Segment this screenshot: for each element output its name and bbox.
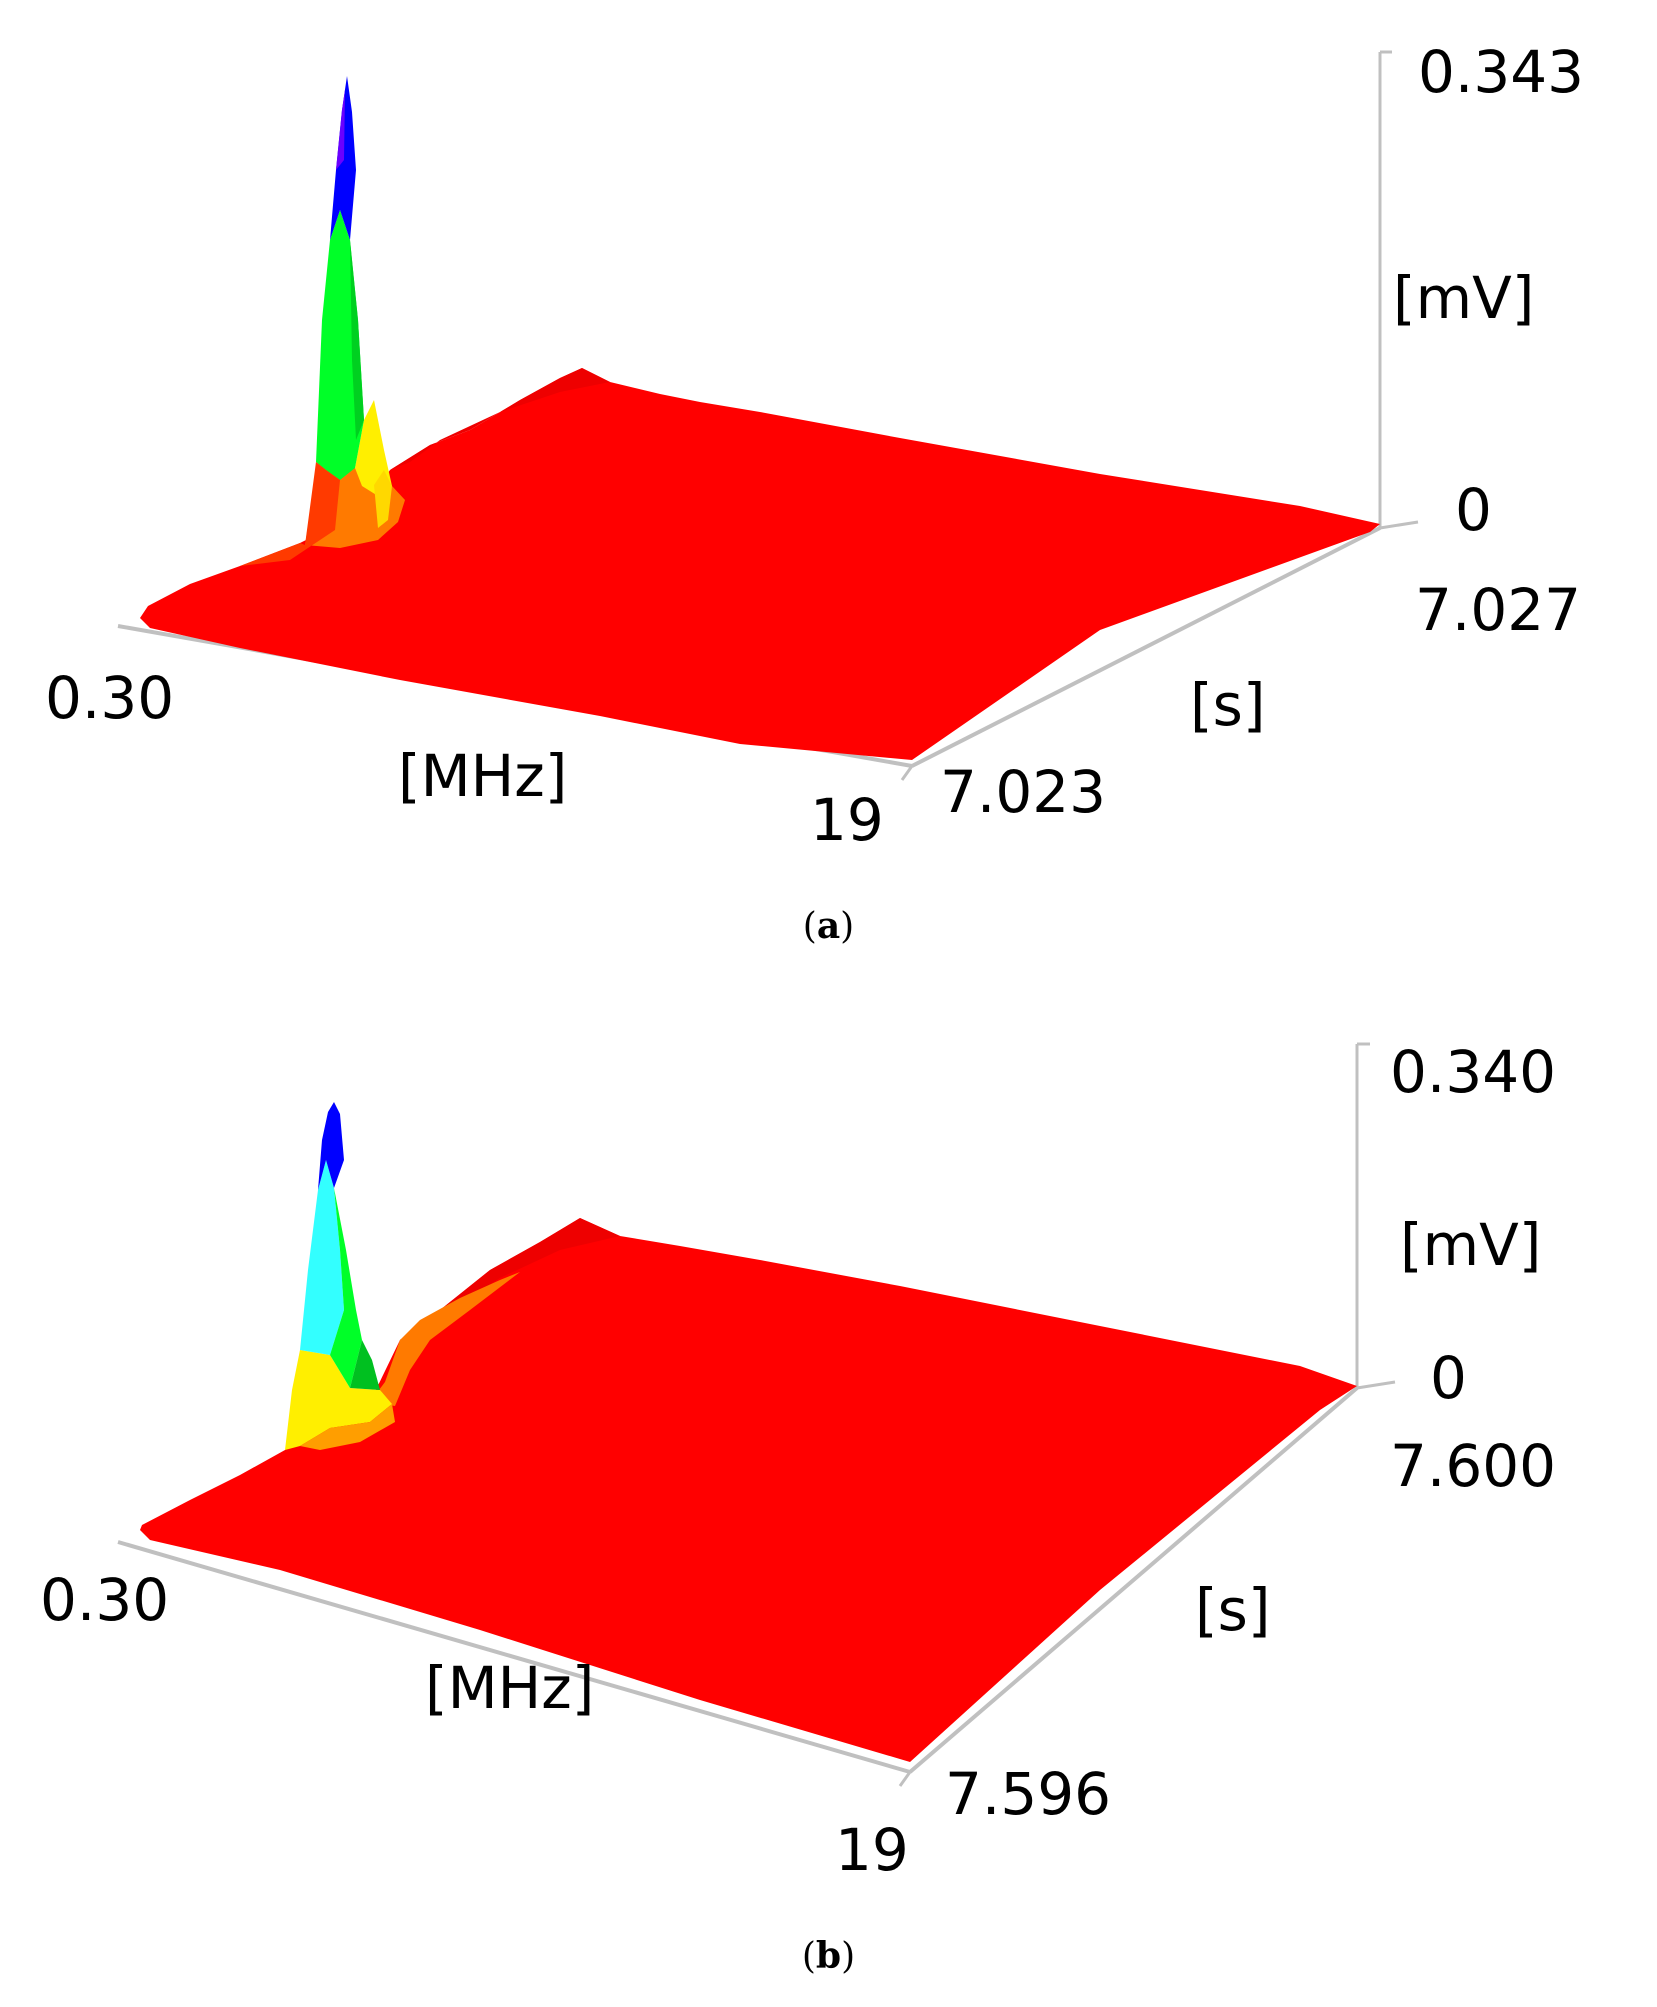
y-axis-label-b: [s] <box>1195 1576 1270 1644</box>
axes-b <box>117 1042 1396 1787</box>
y-axis-label-a: [s] <box>1190 671 1265 739</box>
z-axis-tick-bottom-b <box>1356 1380 1396 1390</box>
z-tick-top-a: 0.343 <box>1418 38 1584 106</box>
x-tick-right-b: 19 <box>835 1816 909 1884</box>
surface-plot-a-svg: 0.343 [mV] 0 7.027 [s] 7.023 0.30 [MHz] … <box>45 38 1584 854</box>
z-axis-tick-bottom-a <box>1379 520 1419 530</box>
z-tick-top-b: 0.340 <box>1390 1038 1556 1106</box>
peak-green-b <box>330 1188 362 1388</box>
x-axis-tick-end-b <box>898 1771 912 1787</box>
surface-plot-b: 0.340 [mV] 0 7.600 [s] 7.596 0.30 [MHz] … <box>0 1010 1657 1977</box>
x-tick-left-a: 0.30 <box>45 664 174 732</box>
y-axis-line-b <box>908 1386 1359 1774</box>
y-axis-line-a <box>911 526 1381 768</box>
z-tick-bottom-b: 0 <box>1430 1344 1467 1412</box>
x-tick-right-a: 19 <box>810 786 884 854</box>
caption-b-letter: b <box>815 1935 842 1977</box>
peak-left-flank-a <box>240 462 340 566</box>
x-tick-left-b: 0.30 <box>40 1566 169 1634</box>
z-axis-label-a: [mV] <box>1393 264 1534 332</box>
peak-yellow-b <box>285 1350 392 1450</box>
peak-orange-b <box>300 1404 395 1450</box>
surface-plot-b-svg: 0.340 [mV] 0 7.600 [s] 7.596 0.30 [MHz] … <box>40 1038 1556 1884</box>
surface-base-b <box>140 1218 1357 1762</box>
z-axis-label-b: [mV] <box>1400 1211 1541 1279</box>
y-tick-top-a: 7.027 <box>1415 576 1581 644</box>
y-tick-bottom-b: 7.596 <box>945 1760 1111 1828</box>
surface-ridge-b <box>400 1218 620 1340</box>
surface-base-a <box>140 368 1380 760</box>
x-axis-tick-end-a <box>900 765 914 781</box>
y-tick-top-b: 7.600 <box>1390 1432 1556 1500</box>
peak-cyan-b <box>300 1160 344 1355</box>
surface-ridge-a <box>390 368 610 470</box>
caption-a: (a) <box>802 905 855 947</box>
caption-a-letter: a <box>816 905 841 947</box>
surface-b <box>140 1102 1357 1762</box>
caption-b: (b) <box>801 1935 856 1977</box>
peak-yellow-right-a <box>374 470 392 528</box>
x-axis-line-b <box>117 1540 911 1774</box>
peak-green-shade-a <box>350 240 364 440</box>
ridge-orange-b <box>370 1272 520 1406</box>
peak-purple-a <box>336 90 345 170</box>
z-tick-bottom-a: 0 <box>1455 476 1492 544</box>
x-axis-label-b: [MHz] <box>425 1654 594 1722</box>
surface-a <box>140 76 1380 760</box>
peak-blue-b <box>318 1102 344 1190</box>
x-axis-label-a: [MHz] <box>398 742 567 810</box>
peak-green-shade-b <box>350 1340 380 1390</box>
surface-plot-a: 0.343 [mV] 0 7.027 [s] 7.023 0.30 [MHz] … <box>0 0 1657 947</box>
y-tick-bottom-a: 7.023 <box>940 758 1106 826</box>
